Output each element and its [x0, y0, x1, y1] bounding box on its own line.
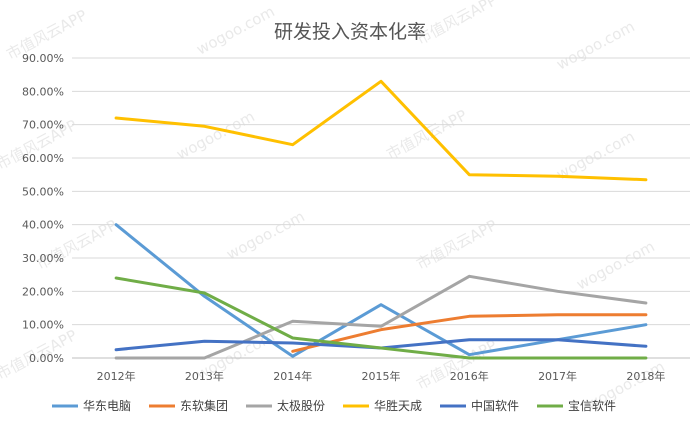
y-tick-label: 70.00% — [22, 119, 64, 132]
gridlines — [72, 57, 690, 359]
y-tick-label: 50.00% — [22, 185, 64, 198]
x-axis: 2012年 2013年 2014年 2015年 2016年 2017年 2018年 — [97, 369, 666, 383]
legend-label: 宝信软件 — [568, 399, 616, 413]
legend: 华东电脑 东软集团 太极股份 华胜天成 中国软件 宝信软件 — [52, 398, 616, 413]
y-tick-label: 90.00% — [22, 52, 64, 65]
legend-label: 太极股份 — [277, 398, 325, 413]
watermark-text: wogoo.com — [553, 127, 637, 183]
y-tick-label: 30.00% — [22, 252, 64, 265]
x-tick-label: 2016年 — [450, 369, 489, 383]
legend-label: 中国软件 — [471, 398, 519, 413]
y-tick-label: 0.00% — [29, 352, 64, 365]
x-tick-label: 2013年 — [185, 369, 224, 383]
watermark-text: wogoo.com — [573, 237, 657, 293]
y-tick-label: 40.00% — [22, 219, 64, 232]
x-tick-label: 2015年 — [362, 369, 401, 383]
x-tick-label: 2014年 — [273, 369, 312, 383]
y-axis: 0.00% 10.00% 20.00% 30.00% 40.00% 50.00% 60.00… — [22, 52, 64, 365]
legend-label: 华胜天成 — [374, 398, 422, 413]
legend-label: 东软集团 — [180, 398, 228, 413]
y-tick-label: 60.00% — [22, 152, 64, 165]
series-line — [114, 274, 648, 360]
legend-label: 华东电脑 — [83, 399, 131, 413]
y-tick-label: 10.00% — [22, 319, 64, 332]
watermark-text: wogoo.com — [223, 207, 307, 263]
x-tick-label: 2017年 — [538, 369, 577, 383]
x-tick-label: 2012年 — [97, 369, 136, 383]
watermark-text: wogoo.com — [193, 2, 277, 58]
watermark-text: 市值风云APP — [413, 0, 499, 49]
watermark-text: wogoo.com — [553, 17, 637, 73]
series-line — [114, 276, 648, 360]
series-line — [291, 313, 648, 353]
series-lines — [114, 79, 648, 360]
watermark-text: 市值风云APP — [383, 106, 469, 163]
x-tick-label: 2018年 — [626, 369, 665, 383]
y-tick-label: 20.00% — [22, 285, 64, 298]
chart-title: 研发投入资本化率 — [274, 21, 426, 43]
series-line — [114, 79, 648, 182]
y-tick-label: 80.00% — [22, 85, 64, 98]
